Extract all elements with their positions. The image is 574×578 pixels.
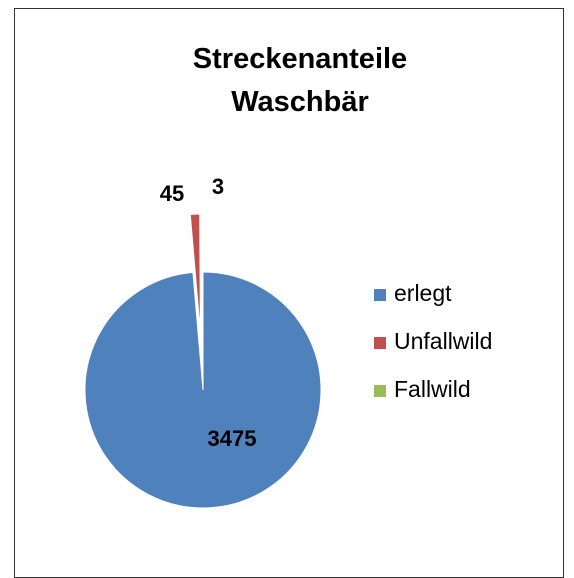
pie-slice [189, 213, 201, 333]
legend-swatch [374, 385, 386, 397]
legend-label: erlegt [394, 280, 452, 306]
data-label: 3475 [208, 426, 257, 451]
pie-slice [201, 213, 204, 333]
chart-title: Streckenanteile Waschbär [192, 43, 408, 118]
data-label: 3 [212, 174, 224, 199]
data-label: 45 [160, 181, 184, 206]
legend-label: Fallwild [394, 376, 471, 402]
legend-swatch [374, 289, 386, 301]
legend-swatch [374, 337, 386, 349]
pie-slice [84, 271, 322, 509]
legend-label: Unfallwild [394, 328, 492, 354]
